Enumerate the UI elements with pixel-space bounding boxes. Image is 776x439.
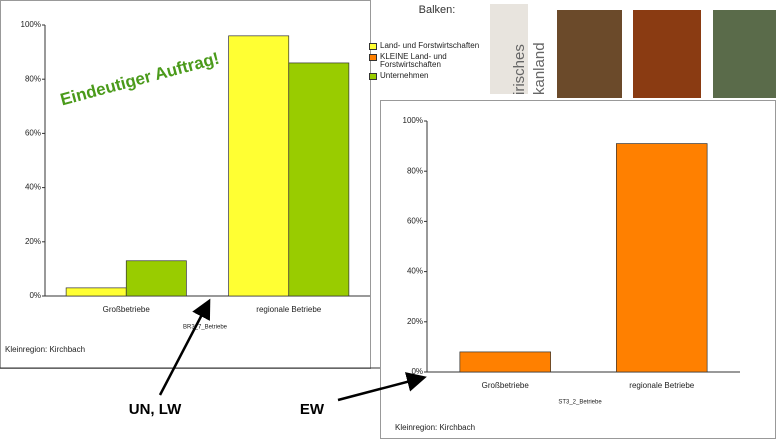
bar <box>228 35 290 297</box>
photo <box>633 10 701 98</box>
y-tick-label: 80% <box>407 166 423 175</box>
x-tick-label: Großbetriebe <box>482 381 530 390</box>
y-tick-label: 60% <box>25 129 41 138</box>
y-tick-label: 40% <box>25 183 41 192</box>
x-tick-label: Großbetriebe <box>103 305 151 314</box>
photo <box>713 10 776 98</box>
y-tick-label: 100% <box>21 20 41 29</box>
x-tick-label: regionale Betriebe <box>629 381 694 390</box>
y-tick-label: 100% <box>403 116 423 125</box>
legend-item: KLEINE Land- und Forstwirtschaften <box>369 53 480 69</box>
y-tick-label: 20% <box>407 317 423 326</box>
legend-swatch <box>369 73 377 80</box>
x-axis-label: BR3_7_Betriebe <box>183 325 228 331</box>
photo-caption: irisches <box>511 44 528 95</box>
bar <box>459 351 551 373</box>
chart-frame <box>380 100 776 439</box>
y-tick-label: 60% <box>407 217 423 226</box>
y-tick-label: 0% <box>29 291 41 300</box>
legend-label: Land- und Forstwirtschaften <box>380 41 480 50</box>
arrow <box>337 372 427 402</box>
y-tick-label: 80% <box>25 74 41 83</box>
legend-label: Unternehmen <box>380 71 429 80</box>
bar <box>288 62 350 297</box>
arrow <box>158 298 211 396</box>
legend-item: Unternehmen <box>369 72 480 80</box>
bar <box>125 260 187 297</box>
footnote: Kleinregion: Kirchbach <box>395 423 475 432</box>
legend-label: KLEINE Land- und Forstwirtschaften <box>380 52 447 69</box>
y-tick-label: 20% <box>25 237 41 246</box>
annotation: EW <box>300 401 325 418</box>
photo <box>490 4 528 94</box>
bar <box>616 143 708 373</box>
footnote: Kleinregion: Kirchbach <box>5 345 85 354</box>
x-axis-label: ST3_2_Betriebe <box>558 400 602 406</box>
legend-swatch <box>369 54 377 61</box>
bar <box>65 287 127 297</box>
annotation: UN, LW <box>129 401 182 418</box>
y-tick-label: 0% <box>411 367 423 376</box>
legend-swatch <box>369 43 377 50</box>
photo <box>557 10 622 98</box>
legend-item: Land- und Forstwirtschaften <box>369 42 480 50</box>
y-tick-label: 40% <box>407 267 423 276</box>
legend-title: Balken: <box>418 4 456 16</box>
x-tick-label: regionale Betriebe <box>256 305 321 314</box>
photo-caption: kanland <box>531 42 548 95</box>
